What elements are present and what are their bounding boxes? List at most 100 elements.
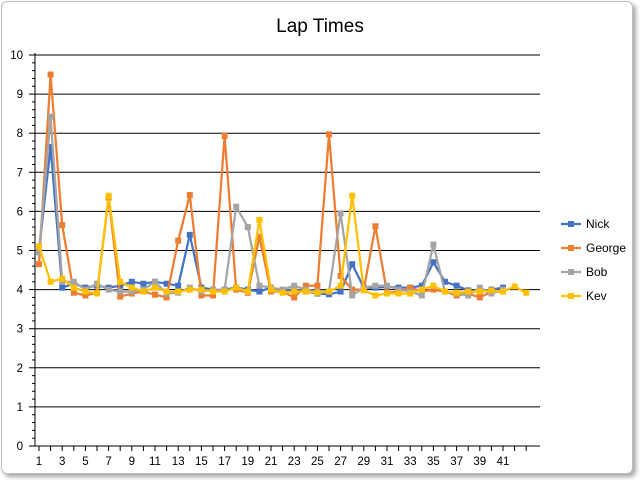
data-point [152,278,158,285]
legend-marker [568,293,574,299]
data-point [360,287,367,294]
legend-item-bob: Bob [561,265,608,279]
y-tick-label: 6 [17,206,23,218]
series-line-nick [37,145,504,296]
data-point [349,292,356,299]
x-tick-label: 9 [129,456,135,468]
x-tick-label: 15 [195,456,208,468]
series-lines [36,71,530,301]
data-point [453,282,460,289]
data-point [117,293,124,300]
data-point [244,288,251,295]
data-point [279,286,286,293]
data-point [198,292,205,299]
data-point [70,289,77,296]
data-point [465,292,472,299]
data-point [210,292,216,299]
data-point [163,280,170,287]
y-tick-label: 10 [10,50,23,62]
data-point [488,287,495,294]
data-point [384,290,390,297]
data-point [430,286,437,293]
data-point [395,286,402,293]
legend-item-george: George [561,241,626,255]
legend-label: Nick [586,217,610,231]
data-point [47,113,54,120]
data-point [128,284,135,291]
data-point [256,282,263,289]
data-point [47,143,54,150]
y-tick-label: 4 [17,285,24,297]
x-tick-label: 1 [36,456,42,468]
y-tick-label: 5 [17,246,23,258]
data-point [233,284,240,291]
data-point [453,289,460,296]
x-tick-label: 11 [149,456,161,468]
legend-item-nick: Nick [561,217,610,231]
data-point [430,282,437,289]
data-point [186,191,193,198]
x-tick-label: 7 [105,456,111,468]
series-line-kev [37,194,527,297]
data-point [94,280,100,287]
y-tick-label: 2 [17,363,23,375]
data-point [82,288,89,295]
legend-label: Kev [586,289,607,303]
data-point [337,210,344,217]
data-point [302,282,309,289]
x-tick-label: 29 [357,456,370,468]
legend-marker [568,269,574,275]
data-point [511,283,518,290]
data-point [384,282,390,289]
data-point [233,203,240,210]
data-point [70,284,77,291]
chart-title: Lap Times [276,16,364,37]
x-tick-label: 25 [311,456,324,468]
data-point [221,288,228,295]
data-point [117,278,124,285]
data-point [117,288,124,295]
data-point [59,275,66,282]
data-point [210,288,216,295]
data-point [186,231,193,238]
data-point [256,217,263,224]
data-point [256,288,263,295]
data-point [256,233,263,240]
data-point [418,286,425,293]
x-tick-label: 23 [288,456,301,468]
data-point [82,292,89,299]
x-tick-label: 35 [427,456,440,468]
x-tick-label: 27 [334,456,347,468]
x-tick-label: 39 [473,456,486,468]
data-point [476,284,483,291]
data-point [302,288,309,295]
data-point [47,278,54,285]
data-point [140,288,147,295]
data-point [291,288,298,295]
legend-item-kev: Kev [561,289,607,303]
data-point [175,282,182,289]
data-point [128,278,135,285]
y-tick-label: 8 [17,128,23,140]
data-point [59,284,66,291]
data-point [476,294,483,301]
gridlines [35,54,540,408]
data-point [337,282,344,289]
legend: Nick George Bob Kev [561,217,626,303]
x-tick-label: 17 [218,456,231,468]
x-tick-label: 21 [265,456,278,468]
data-point [500,288,506,295]
x-tick-label: 31 [381,456,394,468]
data-point [117,282,124,289]
data-point [465,288,472,295]
data-point [326,288,332,295]
data-point [94,290,100,297]
data-point [488,290,495,297]
data-point [337,272,344,279]
data-point [105,192,112,199]
data-point [36,261,42,268]
y-tick-label: 1 [17,402,23,414]
series-kev [36,192,530,299]
